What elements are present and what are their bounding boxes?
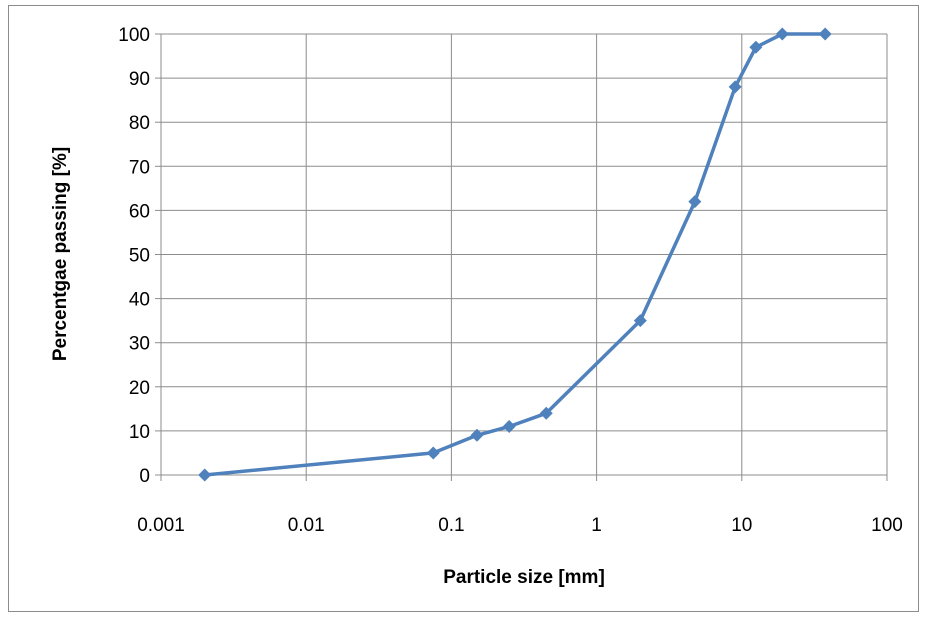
tick-labels: 0 10 20 30 40 50 60 70 80 90 100 0.001 0.01 0.1 1 10 100 [118, 25, 903, 536]
axes [155, 33, 888, 481]
data-point-marker [818, 27, 832, 41]
x-tick-label: 0.1 [438, 515, 464, 536]
y-tick-label: 20 [129, 378, 150, 399]
y-tick-label: 80 [129, 113, 150, 134]
x-tick-label: 0.001 [137, 515, 185, 536]
data-point-marker [502, 419, 516, 433]
x-axis-title: Particle size [mm] [443, 567, 605, 588]
series [198, 27, 832, 482]
data-point-marker [198, 468, 212, 482]
data-point-marker [426, 446, 440, 460]
y-tick-label: 50 [129, 246, 150, 267]
x-tick-label: 1 [591, 515, 602, 536]
chart-frame [8, 5, 919, 612]
y-tick-label: 30 [129, 334, 150, 355]
data-point-marker [539, 406, 553, 420]
y-tick-label: 10 [129, 422, 150, 443]
x-tick-label: 10 [731, 515, 752, 536]
y-tick-label: 0 [139, 466, 150, 487]
data-point-marker [749, 40, 763, 54]
data-point-marker [688, 195, 702, 209]
y-axis-title: Percentgae passing [%] [50, 147, 71, 361]
data-point-marker [470, 428, 484, 442]
data-point-marker [633, 314, 647, 328]
data-point-marker [775, 27, 789, 41]
x-tick-label: 100 [871, 515, 903, 536]
y-tick-label: 70 [129, 157, 150, 178]
data-point-marker [728, 80, 742, 94]
y-tick-label: 90 [129, 69, 150, 90]
x-tick-label: 0.01 [288, 515, 325, 536]
y-tick-label: 100 [118, 25, 150, 46]
y-tick-label: 60 [129, 201, 150, 222]
y-tick-label: 40 [129, 290, 150, 311]
grid-lines [160, 33, 888, 476]
